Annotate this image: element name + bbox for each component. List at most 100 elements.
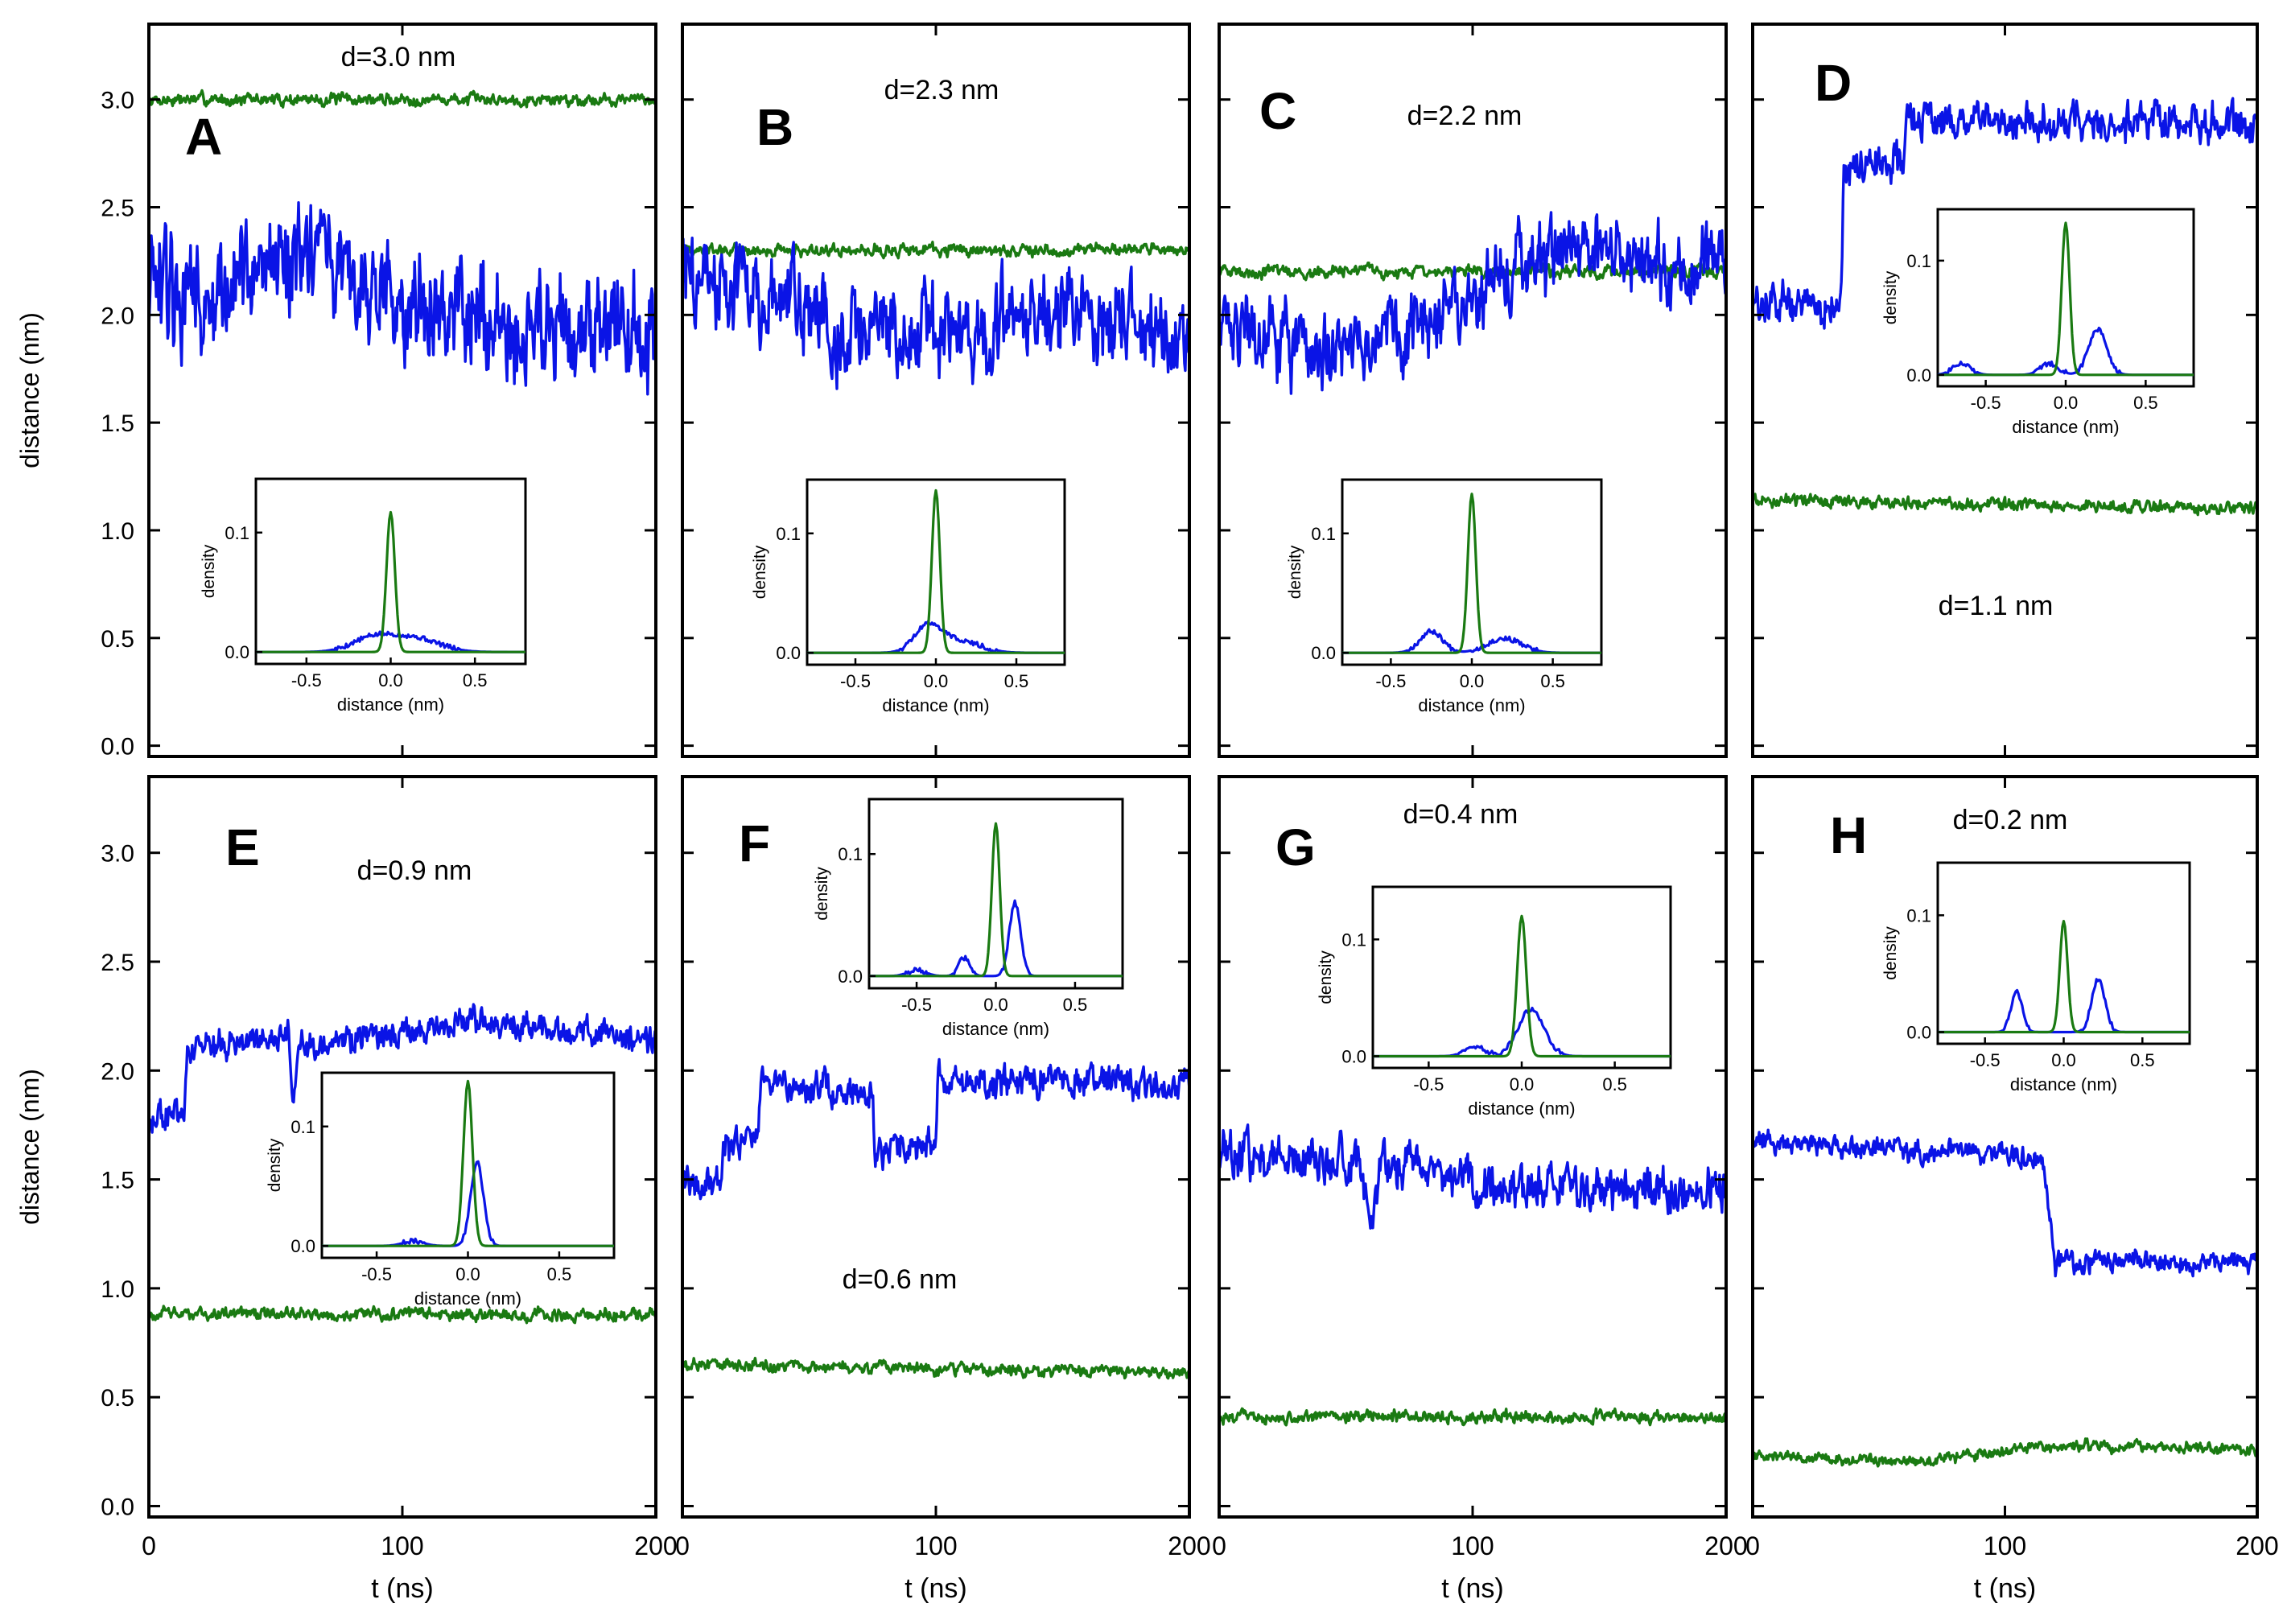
inset-x-tick-label: -0.5 bbox=[291, 670, 322, 690]
inset-frame bbox=[254, 477, 527, 666]
x-tick-label: 200 bbox=[2235, 1531, 2278, 1560]
y-tick-label: 3.0 bbox=[101, 841, 134, 868]
figure-layer: 0.0 0.5 1.0 1.5 2.0 2.5 3.0 distance (nm) Ad=3.0… bbox=[15, 23, 2279, 1604]
inset-x-tick-label: 0.5 bbox=[1602, 1074, 1627, 1094]
inset-x-tick-label: -0.5 bbox=[901, 995, 932, 1015]
panel-letter: C bbox=[1259, 82, 1296, 140]
inset-green-density bbox=[1373, 914, 1671, 1058]
inset-y-label: density bbox=[751, 545, 769, 599]
y-tick-label: 1.0 bbox=[101, 1276, 134, 1303]
inset-x-tick-label: 0.5 bbox=[1004, 671, 1029, 691]
inset-x-label: distance (nm) bbox=[414, 1288, 521, 1309]
inset-frame bbox=[1341, 478, 1603, 666]
inset-green-density bbox=[1341, 493, 1602, 654]
inset-y-label: density bbox=[1881, 270, 1900, 324]
inset-frame bbox=[806, 478, 1066, 666]
inset-green-density bbox=[806, 488, 1065, 654]
inset-x-tick-label: 0.5 bbox=[547, 1264, 572, 1284]
panel-letter: E bbox=[225, 818, 260, 876]
inset-x-tick-label: 0.0 bbox=[2051, 1050, 2076, 1070]
inset-green-density bbox=[1938, 221, 2194, 377]
inset-green-density bbox=[1938, 919, 2190, 1034]
inset-y-tick-label: 0.1 bbox=[776, 524, 801, 544]
inset-x-tick-label: 0.0 bbox=[455, 1264, 480, 1284]
inset-x-tick-label: 0.5 bbox=[2130, 1050, 2155, 1070]
panel-d-blue-series bbox=[1751, 97, 2259, 330]
panel-letter: D bbox=[1815, 54, 1852, 112]
inset-x-tick-label: -0.5 bbox=[361, 1264, 392, 1284]
y-tick-label: 0.0 bbox=[101, 734, 134, 760]
panel-f: 0 100 200 t (ns) Fd=0.6 nm -0.5 0.0 0.5 0.0 0.1 di… bbox=[675, 775, 1211, 1604]
panel-annotation: d=0.4 nm bbox=[1403, 799, 1518, 830]
inset-x-tick-label: 0.5 bbox=[463, 670, 488, 690]
inset-x-tick-label: 0.0 bbox=[378, 670, 403, 690]
panel-e-green-series bbox=[147, 1305, 657, 1325]
x-tick-label: 200 bbox=[1168, 1531, 1210, 1560]
inset-y-label: density bbox=[200, 544, 218, 598]
inset-x-tick-label: -0.5 bbox=[1970, 1050, 2001, 1070]
y-tick-label: 3.0 bbox=[101, 88, 134, 114]
x-axis-label: t (ns) bbox=[371, 1573, 433, 1604]
inset-x-label: distance (nm) bbox=[2012, 417, 2119, 437]
inset-y-label: density bbox=[266, 1138, 284, 1192]
panel-annotation: d=2.3 nm bbox=[884, 75, 999, 105]
panel-c-blue-series bbox=[1218, 211, 1728, 395]
y-axis-label: distance (nm) bbox=[15, 312, 44, 468]
inset-y-label: density bbox=[1881, 926, 1900, 980]
inset-y-tick-label: 0.0 bbox=[291, 1236, 315, 1256]
inset-green-density bbox=[868, 822, 1123, 978]
inset-x-tick-label: 0.5 bbox=[1063, 995, 1088, 1015]
inset-g: -0.5 0.0 0.5 0.0 0.1 distance (nm) density bbox=[1317, 885, 1672, 1119]
inset-c: -0.5 0.0 0.5 0.0 0.1 distance (nm) density bbox=[1286, 478, 1603, 715]
inset-frame bbox=[320, 1071, 616, 1259]
inset-a: -0.5 0.0 0.5 0.0 0.1 distance (nm) density bbox=[200, 477, 527, 715]
inset-x-label: distance (nm) bbox=[1418, 695, 1525, 715]
panel-g-blue-series bbox=[1218, 1123, 1728, 1230]
x-tick-label: 100 bbox=[1451, 1531, 1494, 1560]
inset-x-tick-label: 0.0 bbox=[924, 671, 949, 691]
inset-frame bbox=[1936, 861, 2191, 1045]
panel-e: 0.0 0.5 1.0 1.5 2.0 2.5 3.0 0 100 200 t (ns) distan… bbox=[15, 775, 678, 1604]
inset-x-tick-label: -0.5 bbox=[840, 671, 871, 691]
y-axis-label: distance (nm) bbox=[15, 1069, 44, 1225]
inset-y-tick-label: 0.0 bbox=[1311, 643, 1336, 663]
y-tick-label: 1.5 bbox=[101, 410, 134, 437]
panel-e-blue-series bbox=[147, 1003, 657, 1134]
x-tick-label: 100 bbox=[1984, 1531, 2026, 1560]
panel-annotation: d=0.6 nm bbox=[843, 1264, 958, 1295]
inset-y-tick-label: 0.1 bbox=[291, 1117, 315, 1137]
y-tick-label: 1.0 bbox=[101, 518, 134, 545]
inset-frame bbox=[1371, 885, 1672, 1070]
inset-x-tick-label: 0.0 bbox=[983, 995, 1008, 1015]
panel-annotation: d=0.2 nm bbox=[1953, 805, 2068, 835]
inset-y-tick-label: 0.0 bbox=[225, 642, 249, 662]
x-tick-label: 0 bbox=[1745, 1531, 1760, 1560]
y-tick-label: 0.0 bbox=[101, 1494, 134, 1520]
inset-x-label: distance (nm) bbox=[2010, 1074, 2117, 1094]
inset-y-tick-label: 0.1 bbox=[1341, 929, 1366, 950]
x-tick-label: 0 bbox=[675, 1531, 690, 1560]
inset-y-tick-label: 0.0 bbox=[776, 643, 801, 663]
inset-x-label: distance (nm) bbox=[942, 1019, 1049, 1039]
inset-x-tick-label: -0.5 bbox=[1375, 671, 1406, 691]
inset-x-label: distance (nm) bbox=[882, 695, 989, 715]
x-tick-label: 200 bbox=[1704, 1531, 1747, 1560]
y-tick-label: 1.5 bbox=[101, 1168, 134, 1194]
y-tick-label: 0.5 bbox=[101, 626, 134, 653]
panel-letter: G bbox=[1275, 818, 1316, 876]
inset-x-tick-label: 0.0 bbox=[2054, 393, 2079, 413]
inset-y-tick-label: 0.1 bbox=[225, 523, 249, 543]
x-tick-label: 200 bbox=[634, 1531, 677, 1560]
panel-a: 0.0 0.5 1.0 1.5 2.0 2.5 3.0 distance (nm) Ad=3.0… bbox=[15, 23, 657, 760]
inset-x-tick-label: 0.0 bbox=[1510, 1074, 1535, 1094]
inset-x-tick-label: -0.5 bbox=[1971, 393, 2001, 413]
y-tick-label: 2.5 bbox=[101, 950, 134, 976]
inset-y-tick-label: 0.1 bbox=[838, 844, 863, 864]
y-tick-label: 0.5 bbox=[101, 1385, 134, 1412]
panel-g: 0 100 200 t (ns) Gd=0.4 nm -0.5 0.0 0.5 0.0 0.1 di… bbox=[1212, 775, 1748, 1604]
inset-y-tick-label: 0.1 bbox=[1906, 251, 1931, 271]
inset-x-label: distance (nm) bbox=[337, 695, 444, 715]
inset-y-tick-label: 0.0 bbox=[1906, 1022, 1931, 1042]
